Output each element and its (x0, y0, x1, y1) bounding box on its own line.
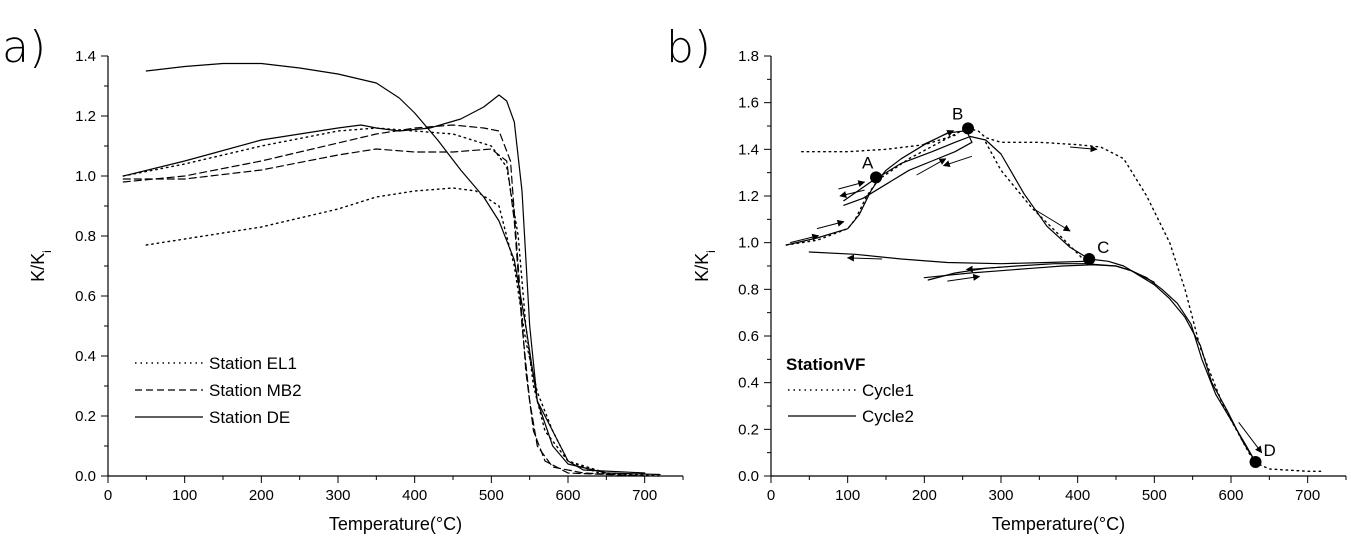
y-tick-label: 0.2 (75, 408, 96, 425)
y-axis-label-subscript: i (40, 250, 54, 253)
x-tick-label: 300 (325, 487, 350, 504)
x-tick-label: 100 (835, 487, 860, 504)
x-tick-label: 700 (1295, 487, 1320, 504)
series-station-el1 (122, 127, 661, 477)
y-tick-label: 1.0 (75, 168, 96, 185)
series-line-segment (808, 251, 1086, 265)
legend-entry: Cycle2 (862, 407, 914, 426)
direction-arrow (947, 273, 981, 282)
series-line-segment (927, 263, 1155, 283)
point-label-b: B (952, 104, 963, 123)
x-tick-label: 600 (555, 487, 580, 504)
x-tick-label: 0 (104, 487, 112, 504)
direction-arrow (1035, 209, 1071, 232)
series-line-segment (843, 135, 1090, 260)
x-tick-label: 100 (172, 487, 197, 504)
series-station-mb2 (122, 124, 646, 477)
series-cycle2 (785, 130, 1257, 463)
series-line-segment (145, 187, 646, 477)
panel-b-letter: b) (666, 22, 711, 73)
legend: Station EL1 Station MB2 Station DE (135, 354, 302, 427)
legend-entry: Station DE (209, 408, 290, 427)
y-tick-label: 0.8 (75, 228, 96, 245)
direction-arrow (846, 254, 883, 262)
y-tick-label: 1.6 (738, 95, 759, 112)
point-label-c: C (1097, 238, 1109, 257)
y-tick-label: 0.8 (738, 281, 759, 298)
y-axis-label: K/Ki (28, 250, 54, 282)
x-tick-label: 700 (632, 487, 657, 504)
series-line-segment (985, 141, 1086, 262)
x-tick-label: 300 (988, 487, 1013, 504)
series-line-segment (843, 141, 973, 206)
direction-arrow (839, 189, 865, 198)
series-line-segment (122, 94, 646, 474)
x-tick-label: 200 (912, 487, 937, 504)
series-line-segment (122, 148, 646, 477)
legend-entry: Station EL1 (209, 354, 297, 373)
direction-arrow (922, 130, 955, 146)
series-line-segment (145, 62, 661, 476)
series-line-segment (122, 124, 646, 477)
series-cycle1 (785, 127, 1324, 472)
direction-arrow (790, 233, 820, 244)
legend-entry: Cycle1 (862, 381, 914, 400)
point-marker-d (1249, 456, 1262, 468)
direction-arrow (1238, 422, 1263, 454)
x-tick-label: 200 (249, 487, 274, 504)
x-axis-label: Temperature(°C) (992, 514, 1125, 534)
y-tick-label: 1.4 (738, 141, 759, 158)
series-line-segment (801, 134, 956, 153)
y-tick-label: 1.8 (738, 48, 759, 65)
point-label-a: A (862, 153, 874, 172)
direction-arrow (942, 155, 973, 168)
x-tick-label: 500 (479, 487, 504, 504)
y-tick-label: 1.4 (75, 48, 96, 65)
x-tick-label: 500 (1142, 487, 1167, 504)
y-tick-label: 0.4 (738, 375, 759, 392)
panel-b-chart: b) 0 100 200 300 400 500 600 700 0.0 0.2 0.4 0.6 0.8 1… (666, 22, 1347, 534)
point-marker-c (1083, 253, 1096, 265)
y-axis-label: K/Ki (692, 250, 718, 282)
y-tick-label: 0.6 (738, 328, 759, 345)
series-line-segment (785, 127, 1324, 472)
point-marker-b (962, 122, 975, 135)
series-line-segment (1088, 258, 1257, 463)
y-tick-label: 0.2 (738, 421, 759, 438)
legend: StationVF Cycle1 Cycle2 (786, 355, 914, 426)
x-tick-label: 0 (767, 487, 775, 504)
direction-arrow (916, 158, 947, 176)
point-label-d: D (1264, 441, 1276, 460)
x-tick-label: 400 (1065, 487, 1090, 504)
y-tick-label: 0.6 (75, 288, 96, 305)
legend-entry: Station MB2 (209, 381, 302, 400)
panel-a-chart: a) 0 100 200 300 400 500 600 700 0.0 0.2 0.4 0.6 0.8 1… (2, 22, 684, 534)
series-station-de (122, 62, 661, 476)
x-axis-label: Temperature(°C) (329, 514, 462, 534)
direction-arrow (1069, 145, 1098, 153)
y-tick-label: 0.0 (75, 468, 96, 485)
series-line-segment (122, 127, 661, 477)
y-axis-label-subscript: i (704, 250, 718, 253)
direction-arrow (816, 219, 845, 230)
point-marker-a (870, 171, 883, 184)
y-tick-label: 1.0 (738, 235, 759, 252)
direction-arrow (838, 180, 866, 190)
x-tick-label: 400 (402, 487, 427, 504)
y-tick-label: 1.2 (75, 108, 96, 125)
x-tick-label: 600 (1218, 487, 1243, 504)
y-tick-label: 0.0 (738, 468, 759, 485)
legend-title: StationVF (786, 355, 865, 374)
y-tick-label: 1.2 (738, 188, 759, 205)
direction-arrow (965, 265, 1002, 273)
y-tick-label: 0.4 (75, 348, 96, 365)
panel-a-letter: a) (2, 22, 46, 73)
